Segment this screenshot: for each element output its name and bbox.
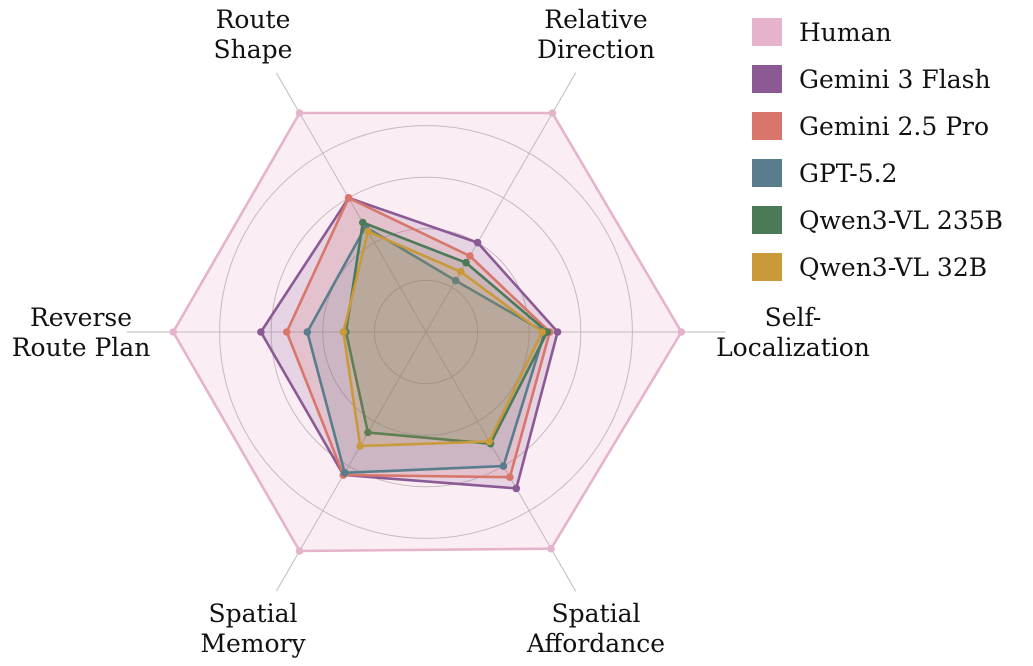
point-gemini-3-flash-spatial-affordance bbox=[512, 484, 521, 493]
point-gpt-5-2-spatial-affordance bbox=[499, 462, 508, 470]
axis-label-line: Route Plan bbox=[12, 333, 151, 362]
point-qwen3-vl-32b-route-shape bbox=[364, 227, 372, 236]
point-gpt-5-2-reverse-route-plan bbox=[303, 328, 312, 336]
point-gpt-5-2-spatial-memory bbox=[340, 469, 349, 477]
legend-item-gemini-3-flash: Gemini 3 Flash bbox=[752, 65, 991, 94]
legend-label-gemini-2-5-pro: Gemini 2.5 Pro bbox=[799, 112, 989, 141]
legend-swatch-human bbox=[752, 18, 782, 46]
axis-label-self-localization: Self-Localization bbox=[716, 303, 870, 362]
point-gemini-2-5-pro-reverse-route-plan bbox=[282, 328, 291, 336]
legend-swatch-qwen3-vl-32b bbox=[752, 253, 782, 281]
point-human-spatial-affordance bbox=[547, 544, 555, 553]
legend-swatch-gpt-5-2 bbox=[752, 159, 782, 187]
series-qwen3-vl-32b bbox=[339, 227, 546, 450]
point-qwen3-vl-32b-spatial-affordance bbox=[485, 437, 494, 446]
point-human-route-shape bbox=[295, 109, 304, 117]
series-gemini-2-5-pro bbox=[282, 194, 554, 482]
axis-label-line: Route bbox=[216, 5, 291, 34]
point-qwen3-vl-235b-self-localization bbox=[543, 328, 552, 336]
axis-label-line: Affordance bbox=[526, 629, 665, 658]
legend-swatch-gemini-3-flash bbox=[752, 65, 782, 93]
point-gemini-2-5-pro-relative-direction bbox=[466, 252, 474, 260]
point-gemini-3-flash-relative-direction bbox=[473, 238, 482, 247]
axis-label-spatial-affordance: Spatial Affordance bbox=[526, 599, 665, 658]
axis-label-line: Spatial bbox=[209, 599, 298, 628]
axis-label-line: Spatial bbox=[552, 599, 641, 628]
legend-label-qwen3-vl-32b: Qwen3-VL 32B bbox=[799, 253, 987, 282]
point-gpt-5-2-relative-direction bbox=[451, 276, 460, 285]
legend-item-gpt-5-2: GPT-5.2 bbox=[752, 159, 897, 188]
legend-label-gpt-5-2: GPT-5.2 bbox=[799, 159, 897, 188]
series-human bbox=[169, 109, 686, 555]
point-human-relative-direction bbox=[548, 109, 557, 117]
axis-label-line: Localization bbox=[716, 333, 870, 362]
legend: Human Gemini 3 Flash Gemini 2.5 Pro GPT-5.2… bbox=[752, 18, 1003, 282]
legend-item-qwen3-vl-235b: Qwen3-VL 235B bbox=[752, 206, 1003, 235]
axis-label-relative-direction: Relative Direction bbox=[537, 5, 655, 64]
point-human-reverse-route-plan bbox=[169, 328, 177, 336]
point-qwen3-vl-235b-route-shape bbox=[359, 218, 367, 227]
series-layer bbox=[169, 109, 686, 555]
axis-label-line: Reverse bbox=[30, 303, 132, 332]
point-gemini-3-flash-reverse-route-plan bbox=[257, 328, 265, 336]
axis-label-spatial-memory: Spatial Memory bbox=[200, 599, 306, 658]
legend-label-gemini-3-flash: Gemini 3 Flash bbox=[799, 65, 991, 94]
axis-label-line: Shape bbox=[214, 35, 293, 64]
point-human-self-localization bbox=[677, 328, 686, 336]
point-qwen3-vl-32b-self-localization bbox=[538, 328, 546, 336]
axis-label-route-shape: Route Shape bbox=[214, 5, 293, 64]
legend-swatch-qwen3-vl-235b bbox=[752, 206, 782, 234]
axis-label-line: Memory bbox=[200, 629, 306, 658]
point-qwen3-vl-235b-spatial-memory bbox=[364, 428, 372, 437]
point-gemini-3-flash-self-localization bbox=[553, 328, 562, 336]
axis-label-reverse-route-plan: Reverse Route Plan bbox=[12, 303, 151, 362]
axis-label-line: Relative bbox=[544, 5, 647, 34]
point-qwen3-vl-32b-spatial-memory bbox=[356, 442, 365, 450]
legend-item-qwen3-vl-32b: Qwen3-VL 32B bbox=[752, 253, 987, 282]
axis-label-line: Direction bbox=[537, 35, 655, 64]
point-qwen3-vl-235b-relative-direction bbox=[462, 258, 470, 267]
point-qwen3-vl-32b-reverse-route-plan bbox=[339, 328, 348, 336]
legend-item-gemini-2-5-pro: Gemini 2.5 Pro bbox=[752, 112, 989, 141]
legend-item-human: Human bbox=[752, 18, 892, 47]
legend-label-qwen3-vl-235b: Qwen3-VL 235B bbox=[799, 206, 1003, 235]
legend-swatch-gemini-2-5-pro bbox=[752, 112, 782, 140]
point-gemini-2-5-pro-spatial-affordance bbox=[506, 473, 514, 482]
point-qwen3-vl-32b-relative-direction bbox=[457, 267, 465, 276]
point-gemini-2-5-pro-route-shape bbox=[344, 194, 353, 202]
point-human-spatial-memory bbox=[295, 547, 304, 555]
legend-label-human: Human bbox=[799, 18, 892, 47]
axis-label-line: Self- bbox=[765, 303, 822, 332]
